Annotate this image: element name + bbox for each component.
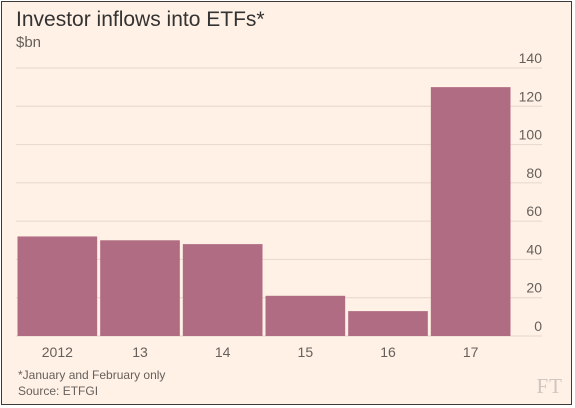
x-tick-label: 13: [132, 344, 148, 360]
y-tick-label: 100: [519, 127, 543, 143]
y-tick-label: 0: [534, 318, 542, 334]
x-tick-label: 15: [298, 344, 314, 360]
y-tick-label: 80: [526, 165, 542, 181]
bar-16: [348, 311, 428, 336]
y-tick-label: 120: [519, 88, 543, 104]
footnote: *January and February only: [18, 368, 166, 382]
y-tick-label: 60: [526, 203, 542, 219]
x-tick-label: 14: [215, 344, 231, 360]
chart-title: Investor inflows into ETFs*: [16, 8, 265, 31]
x-tick-label: 16: [380, 344, 396, 360]
y-tick-label: 20: [526, 280, 542, 296]
ft-logo: FT: [536, 374, 563, 398]
y-axis-ticks: 0 20 40 60 80 100 120 140: [519, 50, 543, 334]
unit-label: $bn: [16, 34, 42, 51]
bar-13: [100, 240, 180, 336]
source-note: Source: ETFGI: [18, 384, 99, 398]
bar-14: [182, 244, 263, 336]
bar-2012: [17, 236, 98, 336]
x-tick-label: 2012: [42, 344, 73, 360]
x-tick-label: 17: [463, 344, 479, 360]
bars: [17, 87, 511, 337]
y-tick-label: 40: [526, 241, 542, 257]
bar-15: [265, 295, 346, 336]
y-tick-label: 140: [519, 50, 543, 66]
bar-17: [430, 87, 511, 337]
x-axis-ticks: 2012 13 14 15 16 17: [42, 344, 479, 360]
